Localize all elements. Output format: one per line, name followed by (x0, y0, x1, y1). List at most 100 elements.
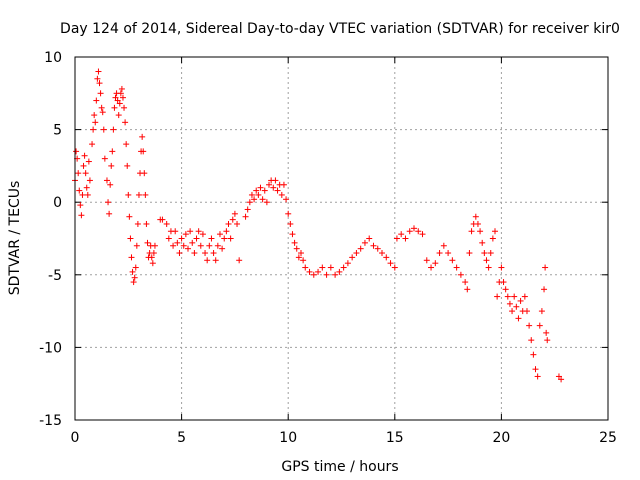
data-point (462, 279, 469, 286)
data-point (103, 177, 110, 184)
data-point (466, 250, 473, 257)
data-point (487, 250, 494, 257)
y-tick-label: 10 (44, 50, 62, 66)
data-point (500, 279, 507, 286)
data-point (128, 254, 135, 261)
data-point (189, 239, 196, 246)
data-point (523, 308, 530, 315)
data-point (229, 216, 236, 223)
x-tick-label: 25 (599, 430, 617, 446)
data-point (449, 257, 456, 264)
data-point (219, 245, 226, 252)
y-tick-label: 5 (53, 123, 62, 139)
data-point (130, 279, 137, 286)
data-point (536, 322, 543, 329)
data-point (90, 126, 97, 133)
data-point (402, 235, 409, 242)
data-point (83, 184, 90, 191)
data-point (257, 184, 264, 191)
data-point (115, 112, 122, 119)
chart-title: Day 124 of 2014, Sidereal Day-to-day VTE… (60, 21, 620, 37)
data-point (80, 162, 87, 169)
data-point (124, 162, 131, 169)
data-point (374, 245, 381, 252)
data-point (457, 271, 464, 278)
data-point (159, 216, 166, 223)
data-point (506, 300, 513, 307)
data-point (532, 366, 539, 373)
data-points (72, 68, 565, 383)
data-point (110, 126, 117, 133)
data-point (214, 242, 221, 249)
data-point (319, 264, 326, 271)
data-point (291, 239, 298, 246)
data-point (91, 112, 98, 119)
data-point (178, 235, 185, 242)
x-tick-labels: 0 5 10 15 20 25 (71, 430, 617, 446)
data-point (344, 260, 351, 267)
data-point (223, 228, 230, 235)
data-point (148, 254, 155, 261)
data-point (210, 250, 217, 257)
data-point (202, 250, 209, 257)
data-point (123, 141, 130, 148)
data-point (428, 264, 435, 271)
data-point (184, 245, 191, 252)
data-point (379, 250, 386, 257)
data-point (295, 254, 302, 261)
data-point (432, 260, 439, 267)
data-point (357, 245, 364, 252)
grid (75, 57, 608, 420)
data-point (332, 271, 339, 278)
data-point (274, 187, 281, 194)
x-tick-label: 5 (177, 430, 186, 446)
data-point (100, 126, 107, 133)
data-point (151, 242, 158, 249)
data-point (93, 97, 100, 104)
data-point (84, 191, 91, 198)
data-point (132, 264, 139, 271)
data-point (122, 119, 129, 126)
data-point (129, 268, 136, 275)
data-point (99, 109, 106, 116)
y-tick-labels: -15 -10 -5 0 5 10 (39, 50, 62, 429)
data-point (197, 242, 204, 249)
data-point (105, 199, 112, 206)
data-point (483, 257, 490, 264)
data-point (140, 148, 147, 155)
data-point (193, 235, 200, 242)
y-tick-label: -5 (48, 268, 62, 284)
data-point (149, 260, 156, 267)
data-point (534, 373, 541, 380)
data-point (283, 196, 290, 203)
data-point (94, 75, 101, 82)
data-point (126, 213, 133, 220)
data-point (251, 196, 258, 203)
data-point (139, 133, 146, 140)
data-point (231, 210, 238, 217)
data-point (285, 210, 292, 217)
data-point (221, 235, 228, 242)
data-point (242, 213, 249, 220)
data-point (244, 206, 251, 213)
data-point (86, 177, 93, 184)
data-point (135, 191, 142, 198)
data-point (116, 100, 123, 107)
x-tick-label: 10 (279, 430, 297, 446)
data-point (255, 191, 262, 198)
data-point (543, 329, 550, 336)
data-point (340, 264, 347, 271)
data-point (78, 212, 85, 219)
data-point (92, 119, 99, 126)
data-point (464, 286, 471, 293)
data-point (109, 148, 116, 155)
data-point (323, 271, 330, 278)
data-point (391, 264, 398, 271)
data-point (502, 286, 509, 293)
data-point (182, 231, 189, 238)
data-point (79, 191, 86, 198)
data-point (106, 210, 113, 217)
data-point (398, 231, 405, 238)
data-point (453, 264, 460, 271)
